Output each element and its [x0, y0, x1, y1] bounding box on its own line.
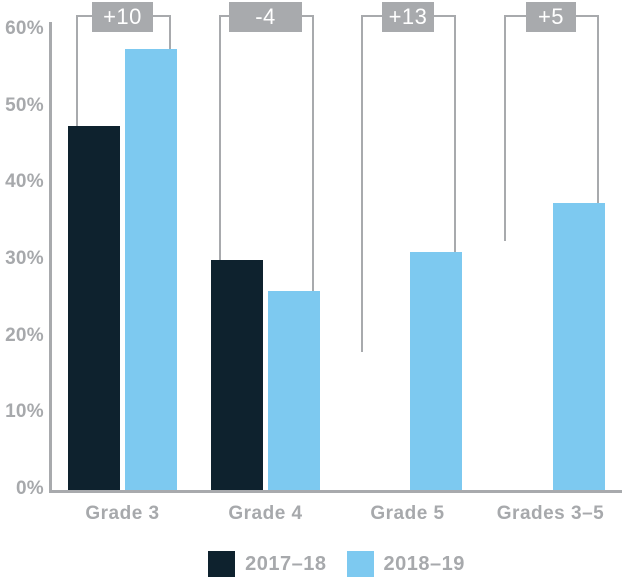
- bar-2018-19-grade-3: [125, 49, 177, 490]
- bracket-line-left-grade-3: [76, 15, 78, 126]
- difference-badge-grades-3-5: +5: [526, 2, 576, 32]
- legend-label-2017-18: 2017–18: [245, 552, 327, 575]
- bracket-line-right-grades-3-5: [597, 15, 599, 203]
- legend-item-2017-18: 2017–18: [208, 551, 326, 577]
- bracket-line-left-grades-3-5: [504, 15, 506, 241]
- y-tick-label-0pct: 0%: [15, 478, 44, 499]
- difference-badge-grade-5: +13: [382, 2, 434, 32]
- y-tick-label-10pct: 10%: [5, 401, 44, 423]
- bracket-line-top-left-grade-4: [219, 15, 229, 17]
- y-axis-line: [49, 22, 52, 493]
- bracket-line-top-right-grade-5: [434, 15, 456, 17]
- bracket-line-top-right-grade-4: [302, 15, 314, 17]
- difference-badge-grade-4: -4: [229, 2, 302, 32]
- x-axis-label-grade-5: Grade 5: [370, 503, 445, 524]
- bar-2018-19-grade-4: [268, 290, 320, 490]
- y-tick-label-60pct: 60%: [5, 18, 44, 39]
- legend-label-2018-19: 2018–19: [383, 552, 465, 575]
- bracket-line-top-right-grade-3: [153, 15, 171, 17]
- x-axis-label-grade-3: Grade 3: [85, 503, 160, 524]
- legend-item-2018-19: 2018–19: [346, 551, 465, 577]
- bar-2018-19-grades-3-5: [553, 202, 605, 490]
- bracket-line-left-grade-4: [219, 15, 221, 260]
- difference-badge-grade-3: +10: [92, 2, 153, 32]
- bracket-line-top-right-grades-3-5: [576, 15, 599, 17]
- bar-2017-18-grade-3: [68, 125, 120, 490]
- bracket-line-left-grade-5: [361, 15, 363, 352]
- x-axis-label-grades-3-5: Grades 3–5: [496, 503, 605, 524]
- bar-2017-18-grade-4: [211, 260, 263, 490]
- bracket-line-top-left-grade-3: [76, 15, 92, 17]
- bracket-line-top-left-grades-3-5: [504, 15, 526, 17]
- legend-swatch-2018-19: [346, 551, 374, 577]
- legend: 2017–18 2018–19: [51, 551, 622, 577]
- y-tick-label-50pct: 50%: [5, 94, 44, 116]
- y-tick-label-20pct: 20%: [5, 324, 44, 346]
- bracket-line-top-left-grade-5: [361, 15, 382, 17]
- x-axis-line: [49, 490, 622, 493]
- x-axis-label-grade-4: Grade 4: [228, 503, 303, 524]
- y-tick-label-30pct: 30%: [5, 248, 44, 269]
- legend-swatch-2017-18: [208, 551, 236, 577]
- bar-2018-19-grade-5: [410, 252, 462, 490]
- y-tick-label-40pct: 40%: [5, 171, 44, 193]
- bracket-line-right-grade-3: [169, 15, 171, 50]
- bracket-line-right-grade-5: [454, 15, 456, 253]
- bracket-line-right-grade-4: [312, 15, 314, 291]
